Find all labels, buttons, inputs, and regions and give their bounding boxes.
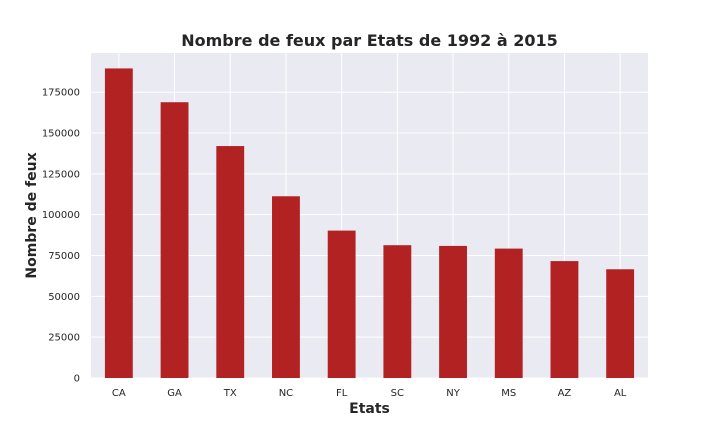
x-tick-labels: CA GA TX NC FL SC NY MS AZ AL <box>112 388 627 399</box>
x-tick-label: GA <box>167 388 182 399</box>
x-tick-label: NC <box>279 388 293 399</box>
x-tick-label: SC <box>391 388 404 399</box>
x-tick-label: CA <box>112 388 126 399</box>
bars <box>104 68 635 379</box>
y-axis-label: Nombre de feux <box>24 152 40 278</box>
x-tick-label: MS <box>501 388 516 399</box>
x-tick-label: TX <box>223 388 237 399</box>
bar-tx <box>216 146 245 378</box>
y-tick-label: 0 <box>74 374 80 385</box>
bar-ca <box>104 68 133 379</box>
x-tick-label: AZ <box>558 388 572 399</box>
x-tick-label: NY <box>446 388 460 399</box>
bar-fl <box>327 230 356 378</box>
y-tick-label: 75000 <box>48 251 80 262</box>
bar-al <box>606 269 635 378</box>
y-tick-label: 175000 <box>42 88 80 99</box>
y-tick-label: 125000 <box>42 169 80 180</box>
x-axis-label: Etats <box>349 401 390 417</box>
bar-sc <box>383 245 412 378</box>
y-tick-label: 25000 <box>48 333 80 344</box>
bar-ms <box>494 248 523 378</box>
bar-az <box>550 261 579 378</box>
y-tick-labels: 0 25000 50000 75000 100000 125000 150000 175000 <box>42 88 80 385</box>
x-tick-label: AL <box>614 388 627 399</box>
x-tick-label: FL <box>336 388 348 399</box>
bar-ny <box>439 245 467 378</box>
y-tick-label: 100000 <box>42 210 80 221</box>
bar-nc <box>272 196 300 378</box>
y-tick-label: 50000 <box>48 292 80 303</box>
chart-title: Nombre de feux par Etats de 1992 à 2015 <box>181 31 558 50</box>
y-tick-label: 150000 <box>42 129 80 140</box>
bar-ga <box>160 102 189 378</box>
